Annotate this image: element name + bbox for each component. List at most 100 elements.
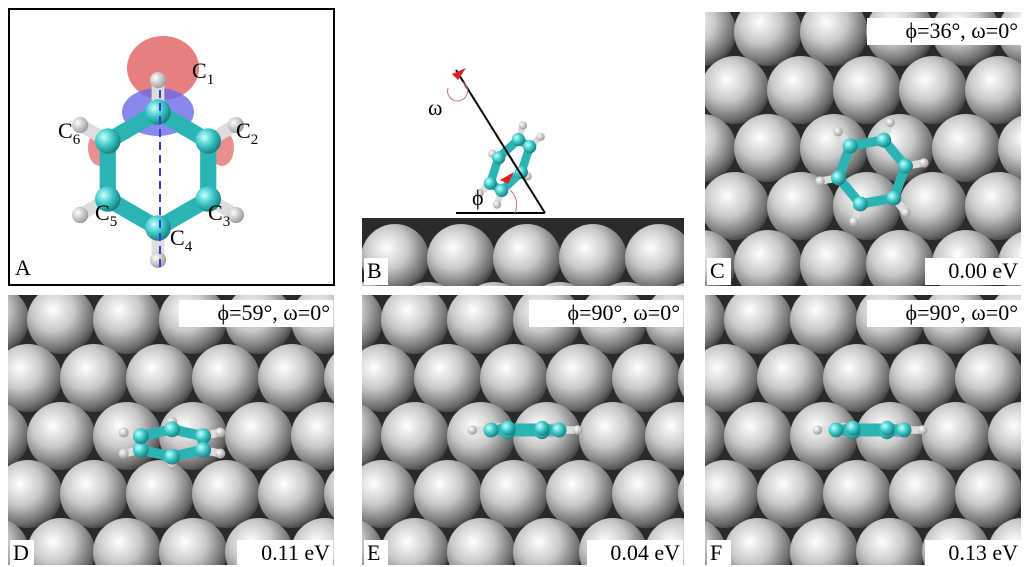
- surface-atom: [1021, 344, 1026, 412]
- hydrogen: [119, 427, 129, 437]
- surface-atom: [27, 286, 95, 354]
- hydrogen: [72, 117, 88, 133]
- surface-atom: [258, 460, 326, 528]
- carbon: [145, 215, 171, 241]
- surface-atom: [1021, 460, 1026, 528]
- angle-arc: [510, 190, 517, 213]
- carbon: [195, 128, 221, 154]
- panel-text: 0.04 eV: [610, 540, 680, 565]
- hydrogen: [901, 208, 911, 218]
- surface-atom: [546, 344, 614, 412]
- arrow: [452, 68, 466, 80]
- surface-atom: [691, 344, 759, 412]
- figure: C1 C2 C3 C4 C5 C6 ωϕABCDEFϕ=36°, ω=0°ϕ=5…: [0, 0, 1026, 567]
- surface-atom: [724, 286, 792, 354]
- panel-text: ϕ=59°, ω=0°: [218, 300, 330, 325]
- surface-atom: [955, 344, 1023, 412]
- surface-atom: [899, 56, 967, 124]
- hydrogen: [119, 449, 129, 459]
- surface-atom: [691, 460, 759, 528]
- surface-atom: [348, 344, 416, 412]
- surface-atom: [192, 344, 260, 412]
- surface-atom: [559, 224, 627, 292]
- panel-text: ϕ=90°, ω=0°: [568, 300, 680, 325]
- panel-text: 0.00 eV: [948, 258, 1018, 283]
- carbon: [195, 442, 211, 458]
- carbon: [829, 423, 844, 438]
- panel-text: C: [710, 258, 725, 283]
- carbon: [876, 133, 891, 148]
- carbon: [831, 170, 846, 185]
- surface-atom: [225, 402, 293, 470]
- omega-label: ω: [428, 95, 442, 120]
- surface-atom: [645, 402, 713, 470]
- hydrogen: [918, 425, 928, 435]
- surface-atom: [922, 402, 990, 470]
- hydrogen: [72, 207, 88, 223]
- panel-text: D: [13, 540, 29, 565]
- carbon: [195, 428, 211, 444]
- carbon: [133, 428, 149, 444]
- hydrogen: [849, 217, 859, 227]
- surface-atom: [414, 344, 482, 412]
- surface-atom: [579, 402, 647, 470]
- surface-atom: [612, 344, 680, 412]
- surface-atom: [126, 344, 194, 412]
- carbon: [897, 423, 912, 438]
- surface: [0, 286, 392, 567]
- surface-atom: [414, 460, 482, 528]
- surface-atom: [734, 0, 802, 66]
- surface-atom: [381, 286, 449, 354]
- phi-label: ϕ: [472, 185, 484, 210]
- panel-text: A: [15, 255, 31, 280]
- carbon: [484, 177, 497, 190]
- surface-atom: [724, 402, 792, 470]
- hydrogen: [215, 449, 225, 459]
- surface-atom: [126, 460, 194, 528]
- hydrogen: [468, 425, 478, 435]
- carbon: [95, 128, 121, 154]
- surface-atom: [955, 460, 1023, 528]
- hydrogen: [573, 425, 583, 435]
- panel-text: E: [367, 540, 380, 565]
- surface-atom: [480, 460, 548, 528]
- carbon: [846, 421, 861, 436]
- hydrogen: [536, 133, 544, 141]
- hydrogen: [885, 118, 895, 128]
- hydrogen: [813, 425, 823, 435]
- carbon: [523, 140, 536, 153]
- surface-atom: [192, 460, 260, 528]
- hydrogen: [519, 121, 527, 129]
- surface-atom: [701, 56, 769, 124]
- carbon: [843, 138, 858, 153]
- hydrogen: [150, 72, 166, 88]
- panel-text: 0.11 eV: [261, 540, 330, 565]
- surface-atom: [889, 344, 957, 412]
- surface-atom: [546, 460, 614, 528]
- carbon: [880, 421, 895, 436]
- carbon: [145, 99, 171, 125]
- surface-atom: [833, 56, 901, 124]
- carbon: [484, 423, 499, 438]
- carbon: [886, 191, 901, 206]
- surface-atom: [27, 402, 95, 470]
- carbon: [164, 449, 180, 465]
- hydrogen: [150, 252, 166, 268]
- panel-text: 0.13 eV: [948, 540, 1018, 565]
- surface-atom: [635, 56, 703, 124]
- hydrogen: [815, 176, 825, 186]
- carbon: [164, 421, 180, 437]
- carbon: [898, 159, 913, 174]
- surface-atom: [612, 460, 680, 528]
- panel-text: F: [710, 540, 722, 565]
- surface-atom: [625, 224, 693, 292]
- surface-atom: [823, 344, 891, 412]
- surface-atom: [767, 56, 835, 124]
- surface-atom: [480, 344, 548, 412]
- surface-atom: [757, 344, 825, 412]
- surface-atom: [348, 460, 416, 528]
- surface-atom: [447, 286, 515, 354]
- carbon: [552, 423, 567, 438]
- surface-atom: [866, 230, 934, 298]
- carbon: [495, 184, 508, 197]
